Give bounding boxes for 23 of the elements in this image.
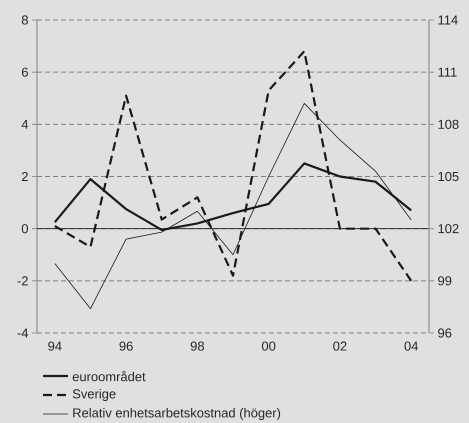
y2-tick-label: 111 xyxy=(438,68,457,77)
y-tick-label: 2 xyxy=(22,172,28,182)
y2-tick-label: 102 xyxy=(438,224,458,234)
y-tick-label: 4 xyxy=(22,120,28,129)
x-tick-label: 00 xyxy=(262,342,276,351)
y-tick-label: 0 xyxy=(22,224,28,234)
x-tick-label: 98 xyxy=(190,342,204,351)
legend-label: Sverige xyxy=(72,388,116,402)
y2-tick-label: 96 xyxy=(438,328,452,338)
x-tick-label: 96 xyxy=(120,342,133,351)
y-tick-label: 8 xyxy=(22,15,28,25)
y2-tick-label: 105 xyxy=(438,172,459,182)
y-tick-label: -4 xyxy=(18,328,28,338)
x-tick-label: 04 xyxy=(404,342,418,351)
legend-label: Relativ enhetsarbetskostnad (höger) xyxy=(73,408,280,420)
y-tick-label: -2 xyxy=(18,276,28,286)
y2-tick-label: 108 xyxy=(438,120,459,129)
y2-tick-label: 99 xyxy=(438,276,452,286)
x-tick-label: 94 xyxy=(48,342,62,351)
x-tick-label: 02 xyxy=(333,342,346,351)
y-tick-label: 6 xyxy=(22,68,28,77)
legend-label: euroområdet xyxy=(72,370,146,382)
y2-tick-label: 114 xyxy=(438,16,458,24)
